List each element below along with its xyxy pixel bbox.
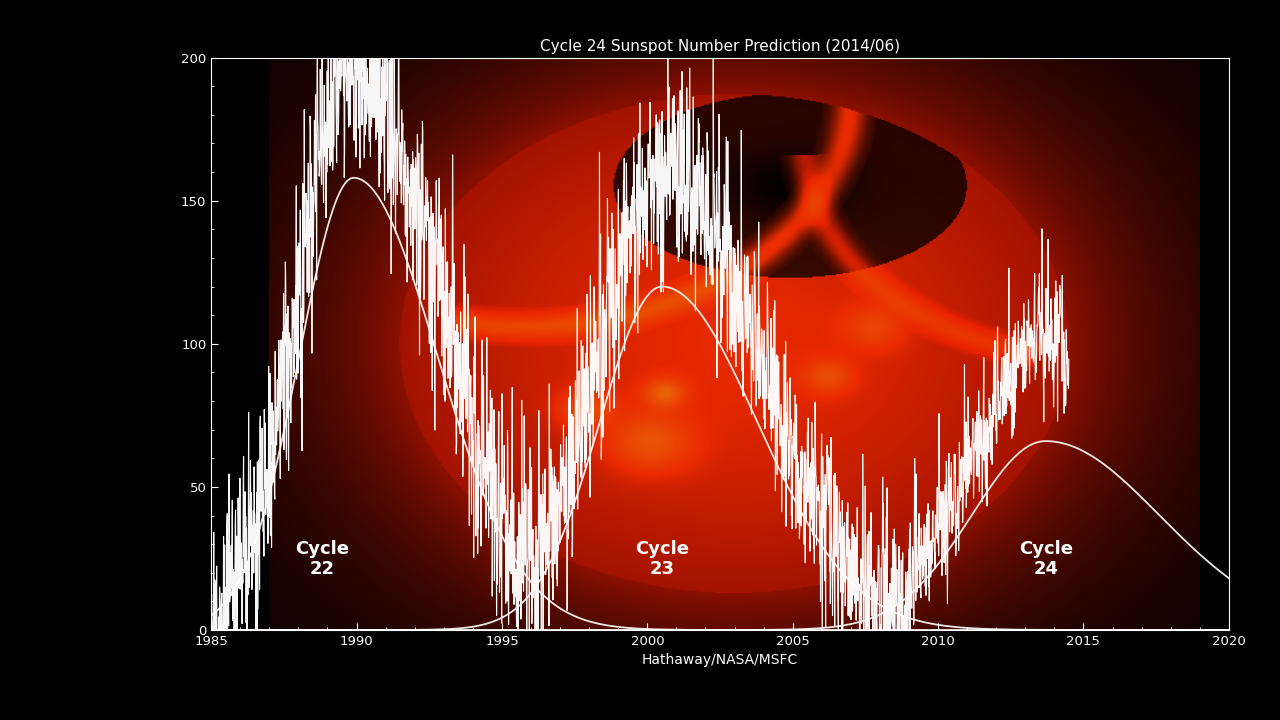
Text: Cycle
24: Cycle 24 [1019, 540, 1073, 578]
Title: Cycle 24 Sunspot Number Prediction (2014/06): Cycle 24 Sunspot Number Prediction (2014… [540, 39, 900, 54]
X-axis label: Hathaway/NASA/MSFC: Hathaway/NASA/MSFC [641, 654, 799, 667]
Text: Cycle
23: Cycle 23 [635, 540, 689, 578]
Text: Cycle
22: Cycle 22 [294, 540, 348, 578]
